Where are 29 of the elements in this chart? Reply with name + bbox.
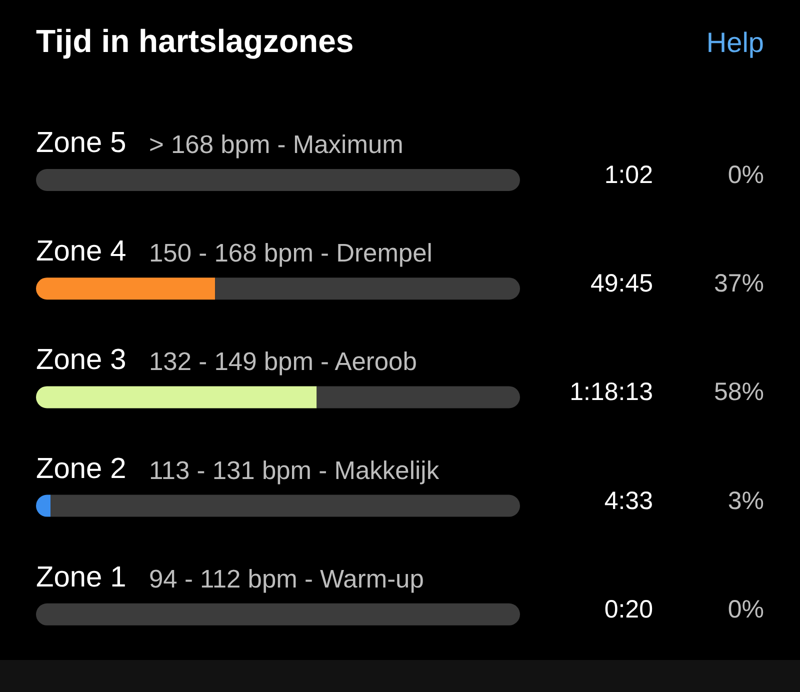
y-tick-label: Zone 2 [36,452,126,485]
annotation: 113 - 131 bpm - Makkelijk [149,456,440,485]
bar [316,386,520,408]
data-label: 0% [728,595,764,624]
y-tick-label: Zone 1 [36,561,126,594]
bar [36,278,216,300]
data-label: 37% [714,270,764,298]
text: 0:20 [604,595,653,624]
text: 49:45 [590,270,653,298]
chart-title: Tijd in hartslagzones [36,23,354,59]
annotation: 150 - 168 bpm - Drempel [149,240,432,268]
bar [50,494,520,517]
annotation: 132 - 149 bpm - Aeroob [149,348,417,376]
data-label: 3% [728,486,764,515]
text: Help [706,27,764,58]
bar [36,169,520,191]
text: 1:18:13 [570,378,653,406]
y-tick-label: Zone 4 [36,236,126,268]
text: 4:33 [604,486,653,515]
bar [36,386,317,408]
text: 1:02 [604,161,653,189]
annotation: > 168 bpm - Maximum [149,131,404,159]
data-label: 58% [714,378,764,406]
bar [36,603,520,626]
data-label: 0% [728,161,764,189]
bar [215,278,520,300]
y-tick-label: Zone 5 [36,127,126,159]
y-tick-label: Zone 3 [36,344,126,376]
annotation: 94 - 112 bpm - Warm-up [149,565,424,594]
